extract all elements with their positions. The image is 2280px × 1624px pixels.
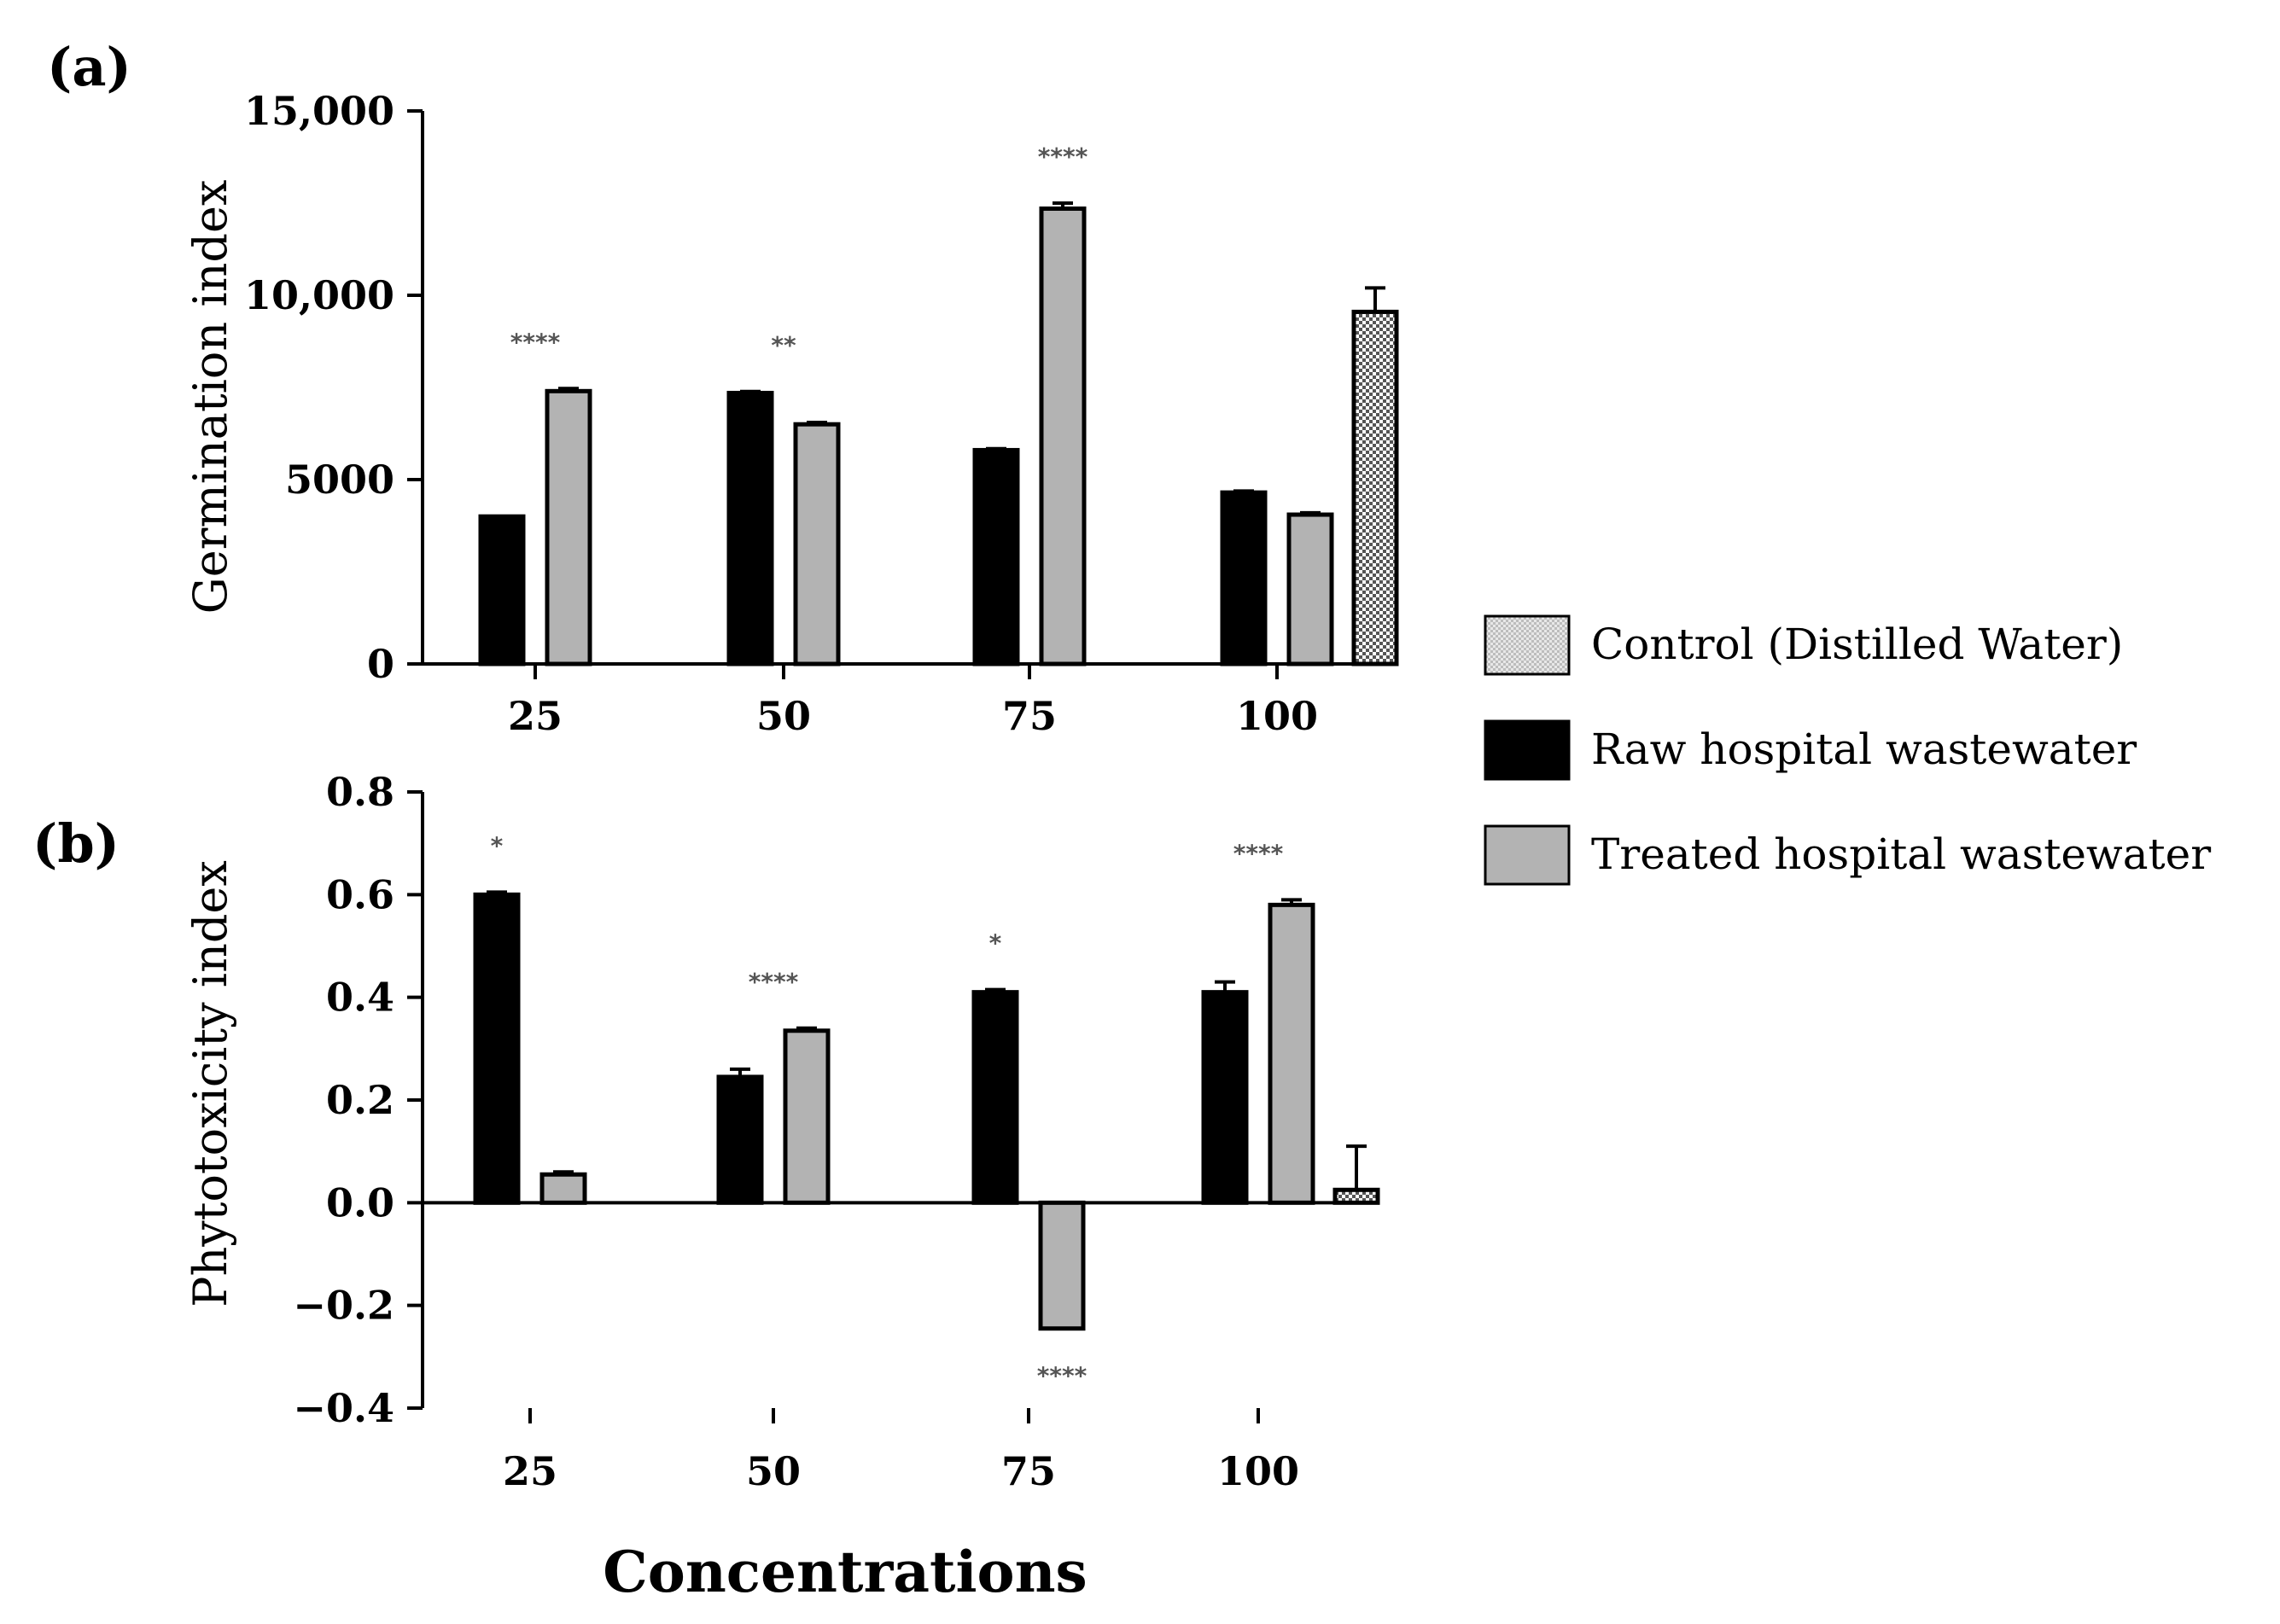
y-tick-label: 0.2: [326, 1077, 394, 1123]
y-tick-label: 0: [367, 641, 394, 687]
y-tick-label: 0.0: [326, 1179, 394, 1225]
bar-treated-100: [1286, 512, 1334, 666]
bar-treated-100: [1268, 902, 1315, 1205]
bar-control-100: [1351, 309, 1399, 666]
significance-marker: *: [491, 831, 504, 859]
x-tick-label-75: 75: [1001, 1448, 1056, 1494]
y-tick-label: 5000: [285, 457, 394, 503]
legend-item-treated: Treated hospital wastewater: [1484, 824, 2211, 886]
bar-raw-100: [1220, 490, 1268, 666]
significance-marker: ****: [749, 968, 799, 996]
legend-swatch-raw: [1484, 719, 1571, 781]
panel-label-a: (a): [47, 36, 131, 98]
x-tick-label-50: 50: [746, 1448, 801, 1494]
y-axis-title-b: Phytotoxicity index: [184, 860, 237, 1307]
bar-treated-50: [783, 1028, 831, 1205]
bar-raw-100: [1201, 990, 1249, 1205]
y-tick-label: 0.8: [326, 769, 394, 815]
x-tick-label-75: 75: [1002, 693, 1057, 739]
bar-raw-25: [478, 514, 526, 666]
x-tick-label-25: 25: [508, 693, 563, 739]
bar-raw-75: [972, 447, 1020, 666]
x-tick-label-50: 50: [756, 693, 811, 739]
y-tick-label: 0.6: [326, 871, 394, 917]
x-tick-label-100: 100: [1217, 1448, 1299, 1494]
x-axis-title: Concentrations: [603, 1539, 1087, 1605]
legend-item-raw: Raw hospital wastewater: [1484, 719, 2137, 781]
bar-raw-50: [716, 1074, 764, 1205]
legend-swatch-control: [1484, 614, 1571, 676]
significance-marker: *: [989, 929, 1002, 958]
y-tick-label: 15,000: [244, 88, 394, 134]
legend: Control (Distilled Water) Raw hospital w…: [1484, 614, 2211, 886]
bar-control-100: [1332, 1187, 1380, 1205]
bar-raw-25: [473, 892, 521, 1205]
significance-marker: **: [771, 331, 796, 359]
legend-label-raw: Raw hospital wastewater: [1591, 725, 2137, 774]
legend-item-control: Control (Distilled Water): [1484, 614, 2123, 676]
bar-treated-50: [793, 422, 841, 666]
significance-marker: ****: [510, 328, 561, 356]
y-axis-title-a: Germination index: [184, 180, 237, 614]
significance-marker: ****: [1037, 1362, 1088, 1390]
y-tick-label: −0.4: [293, 1385, 394, 1431]
significance-marker: ****: [1233, 839, 1284, 867]
bar-raw-50: [726, 390, 774, 666]
legend-label-treated: Treated hospital wastewater: [1591, 829, 2211, 879]
chart-phytotoxicity: −0.4−0.20.00.20.40.60.825 50 75 100********…: [293, 769, 1380, 1494]
x-tick-label-25: 25: [503, 1448, 557, 1494]
y-tick-label: −0.2: [293, 1283, 394, 1329]
legend-swatch-treated: [1484, 824, 1571, 886]
y-tick-label: 0.4: [326, 975, 394, 1021]
significance-marker: ****: [1038, 143, 1088, 171]
x-tick-label-100: 100: [1236, 693, 1318, 739]
bar-treated-75: [1039, 206, 1087, 666]
panel-label-b: (b): [32, 812, 120, 875]
bar-treated-25: [545, 388, 592, 666]
bar-treated-25: [539, 1172, 587, 1205]
bar-raw-75: [971, 990, 1019, 1205]
legend-label-control: Control (Distilled Water): [1591, 620, 2123, 669]
bar-treated-75: [1038, 1200, 1086, 1331]
y-tick-label: 10,000: [244, 272, 394, 318]
